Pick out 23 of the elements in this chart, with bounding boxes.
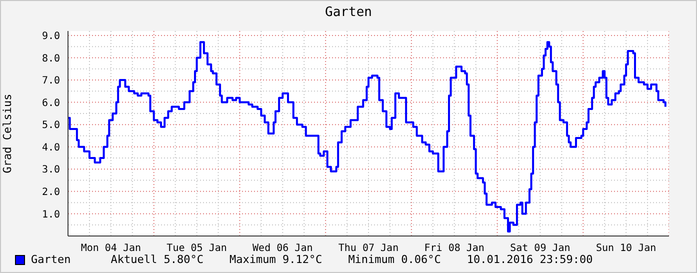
y-tick-label: 9.0 [42, 31, 60, 42]
text: Minimum 0.06°C [348, 253, 441, 266]
x-tick-label: Wed 06 Jan [252, 243, 313, 254]
y-tick-label: 5.0 [42, 120, 60, 132]
x-tick-label: Mon 04 Jan [80, 243, 142, 254]
text: Aktuell 5.80°C [110, 253, 204, 266]
text: 10.01.2016 23:59:00 [466, 253, 593, 266]
y-tick-label: 7.0 [42, 76, 60, 87]
y-tick-label: 3.0 [42, 164, 60, 176]
y-tick-label: 1.0 [42, 209, 60, 220]
x-tick-label: Sun 10 Jan [596, 243, 656, 254]
text: Maximum 9.12°C [229, 253, 322, 266]
legend-label: Garten [31, 253, 71, 266]
y-tick-label: 6.0 [42, 98, 60, 109]
y-axis-title: Grad Celsius [0, 94, 14, 174]
y-tick-label: 4.0 [42, 142, 60, 154]
x-tick-label: Fri 08 Jan [424, 243, 484, 254]
x-tick-label: Sat 09 Jan [510, 243, 570, 254]
y-tick-label: 2.0 [42, 186, 60, 198]
y-tick-label: 8.0 [42, 53, 60, 64]
chart-title: Garten [324, 5, 373, 20]
x-tick-label: Thu 07 Jan [338, 243, 399, 254]
x-tick-label: Tue 05 Jan [166, 243, 227, 254]
